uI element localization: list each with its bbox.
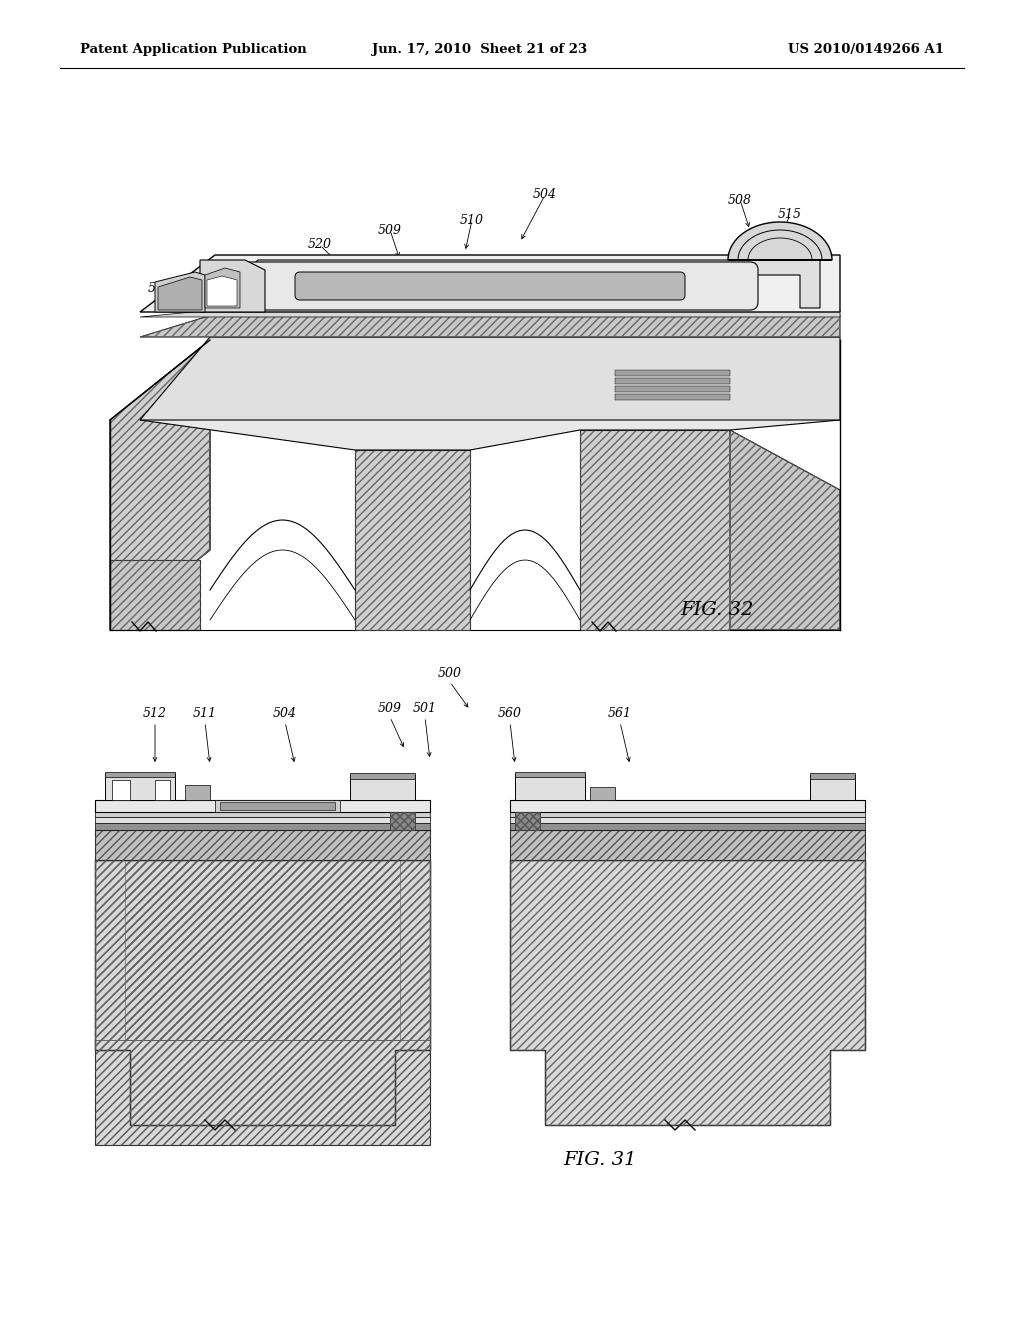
Polygon shape [510,861,865,1125]
Bar [510,830,865,861]
Polygon shape [110,560,200,630]
Bar [95,861,430,1040]
Polygon shape [730,430,840,630]
Bar [390,812,415,830]
Text: FIG. 32: FIG. 32 [680,601,754,619]
Polygon shape [140,315,840,337]
Text: 512: 512 [808,292,831,305]
Bar [515,772,585,777]
Text: 501: 501 [413,702,437,715]
Bar [510,817,865,822]
Text: 500: 500 [438,667,462,680]
Bar [95,861,430,1040]
Bar [95,1040,430,1144]
Bar [155,780,170,800]
Polygon shape [200,260,820,308]
Polygon shape [140,310,840,317]
FancyBboxPatch shape [295,272,685,300]
Bar [220,803,335,810]
Bar [105,774,175,800]
Bar [515,812,540,830]
Polygon shape [615,393,730,400]
Bar [510,830,865,861]
Bar [590,787,615,800]
Text: 520: 520 [308,239,332,252]
Text: FIG. 31: FIG. 31 [563,1151,637,1170]
Polygon shape [110,341,210,630]
Bar [510,800,865,812]
Polygon shape [728,222,831,260]
Text: Patent Application Publication: Patent Application Publication [80,44,307,57]
Bar [95,822,430,830]
Polygon shape [205,268,240,308]
Bar [350,775,415,800]
Bar [112,780,130,800]
Bar [95,1040,430,1144]
Polygon shape [355,450,470,630]
Bar [350,774,415,779]
Text: 510: 510 [460,214,484,227]
Polygon shape [95,861,430,1125]
Bar [810,774,855,779]
Text: 504: 504 [534,189,557,202]
Bar [510,822,865,830]
Bar [215,800,340,812]
Text: 511: 511 [808,273,831,286]
Text: 560: 560 [498,708,522,719]
Text: 516: 516 [198,268,222,281]
Bar [125,861,400,1040]
Bar [390,812,415,830]
Polygon shape [140,255,840,312]
Bar [95,812,430,817]
Polygon shape [200,260,265,312]
Text: 561: 561 [608,708,632,719]
Polygon shape [580,430,730,630]
Bar [95,830,430,861]
Bar [95,800,430,812]
Bar [105,772,175,777]
Text: 509: 509 [378,223,402,236]
Polygon shape [615,385,730,392]
Text: 512: 512 [143,708,167,719]
Polygon shape [155,272,205,312]
Text: 508: 508 [728,194,752,206]
Text: 502: 502 [808,253,831,267]
Polygon shape [158,277,202,310]
Bar [515,812,540,830]
Polygon shape [140,341,840,450]
Text: 516: 516 [148,281,172,294]
Polygon shape [615,370,730,376]
Text: 511: 511 [193,708,217,719]
Bar [510,812,865,817]
Text: 504: 504 [273,708,297,719]
Text: Jun. 17, 2010  Sheet 21 of 23: Jun. 17, 2010 Sheet 21 of 23 [373,44,588,57]
Text: US 2010/0149266 A1: US 2010/0149266 A1 [788,44,944,57]
Bar [95,817,430,822]
Bar [810,775,855,800]
Bar [125,861,400,1040]
Text: 515: 515 [778,209,802,222]
Bar [95,830,430,861]
FancyBboxPatch shape [242,261,758,310]
Text: 509: 509 [378,702,402,715]
Bar [185,785,210,800]
Polygon shape [615,378,730,384]
Bar [515,774,585,800]
Polygon shape [140,337,840,420]
Polygon shape [207,276,237,306]
